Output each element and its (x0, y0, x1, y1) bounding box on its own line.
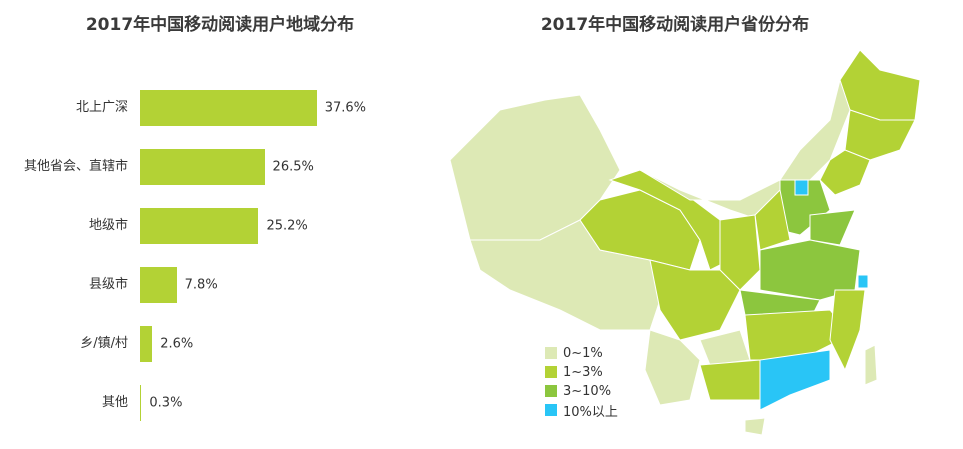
bar (140, 90, 317, 126)
legend-label: 1~3% (563, 364, 603, 380)
value-label: 25.2% (266, 218, 308, 234)
value-label: 26.5% (272, 159, 314, 175)
legend-swatch (545, 404, 557, 416)
bar (140, 326, 153, 362)
bar (140, 208, 259, 244)
legend-swatch (545, 366, 557, 378)
region (809, 209, 856, 246)
legend-item: 0~1% (545, 344, 603, 362)
value-label: 2.6% (160, 336, 194, 352)
chart-title: 2017年中国移动阅读用户地域分布 (85, 15, 355, 35)
legend-label: 3~10% (563, 383, 612, 399)
legend-swatch (545, 385, 557, 397)
category-label: 其他省会、直辖市 (23, 159, 128, 174)
bar (140, 267, 177, 303)
bar (140, 385, 142, 421)
legend-item: 3~10% (545, 382, 611, 400)
value-label: 7.8% (184, 277, 218, 293)
legend-label: 10%以上 (563, 404, 618, 420)
region (839, 49, 921, 121)
category-label: 地级市 (88, 218, 128, 233)
region (864, 344, 878, 386)
region (829, 289, 866, 372)
category-label: 其他 (101, 395, 128, 410)
legend-swatch (545, 347, 557, 359)
category-label: 北上广深 (75, 100, 128, 115)
region (699, 329, 751, 366)
region (744, 309, 851, 361)
region (744, 417, 766, 436)
value-label: 37.6% (324, 100, 367, 116)
value-label: 0.3% (149, 395, 183, 411)
region (794, 179, 809, 196)
category-label: 县级市 (88, 277, 128, 292)
region (644, 329, 701, 406)
region (719, 214, 761, 291)
legend-item: 1~3% (545, 363, 603, 381)
region (699, 359, 761, 401)
region (754, 188, 791, 251)
legend-label: 0~1% (563, 345, 603, 361)
chart-title: 2017年中国移动阅读用户省份分布 (540, 15, 810, 35)
legend-item: 10%以上 (545, 401, 618, 420)
region (857, 274, 869, 289)
region (649, 259, 741, 341)
category-label: 乡/镇/村 (80, 336, 128, 351)
region (759, 349, 831, 411)
bar (140, 149, 265, 185)
region (469, 219, 661, 331)
